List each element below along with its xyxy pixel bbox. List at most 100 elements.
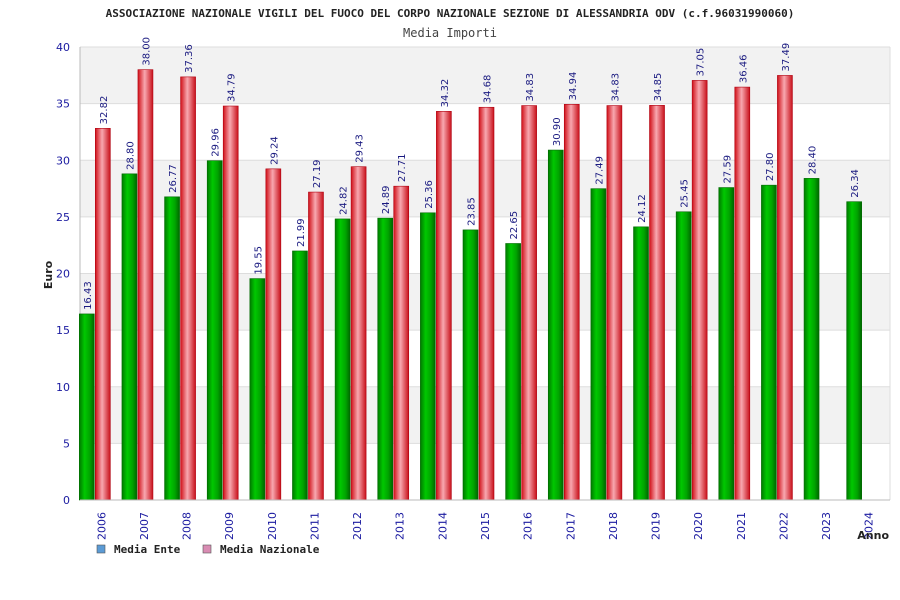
bar-nazionale bbox=[777, 75, 793, 501]
data-label: 22.65 bbox=[509, 211, 520, 240]
data-label: 30.90 bbox=[552, 117, 563, 146]
data-label: 26.34 bbox=[850, 169, 861, 198]
y-tick-label: 20 bbox=[56, 268, 70, 281]
bar-nazionale bbox=[478, 106, 495, 501]
data-label: 21.99 bbox=[296, 218, 307, 247]
x-tick-label: 2023 bbox=[820, 512, 833, 540]
x-tick-label: 2012 bbox=[351, 512, 364, 540]
data-label: 29.24 bbox=[269, 136, 280, 165]
data-label: 26.77 bbox=[168, 164, 179, 193]
x-tick-label: 2015 bbox=[479, 512, 492, 540]
legend-label: Media Nazionale bbox=[220, 543, 320, 556]
x-tick-label: 2016 bbox=[522, 512, 535, 540]
y-axis-label: Euro bbox=[42, 260, 55, 289]
data-label: 27.71 bbox=[397, 154, 408, 183]
bar-ente bbox=[547, 149, 564, 501]
bar-nazionale bbox=[350, 166, 367, 501]
x-tick-label: 2022 bbox=[777, 512, 790, 540]
bar-nazionale bbox=[606, 105, 623, 501]
x-tick-label: 2019 bbox=[650, 512, 663, 540]
bar-nazionale bbox=[521, 105, 537, 501]
plot-band bbox=[80, 47, 890, 104]
data-label: 38.00 bbox=[141, 37, 152, 66]
x-tick-label: 2011 bbox=[308, 512, 321, 540]
y-tick-label: 25 bbox=[56, 211, 70, 224]
chart-title: ASSOCIAZIONE NAZIONALE VIGILI DEL FUOCO … bbox=[106, 7, 795, 20]
x-tick-label: 2018 bbox=[607, 512, 620, 540]
bar-ente bbox=[675, 211, 692, 501]
bar-ente bbox=[164, 196, 180, 501]
data-label: 24.89 bbox=[381, 185, 392, 214]
bar-nazionale bbox=[137, 69, 154, 501]
bar-ente bbox=[249, 278, 266, 501]
data-label: 24.82 bbox=[339, 186, 350, 215]
data-label: 34.94 bbox=[568, 72, 579, 101]
bar-ente bbox=[505, 243, 521, 501]
bar-nazionale bbox=[222, 105, 239, 501]
data-label: 19.55 bbox=[253, 246, 264, 275]
data-label: 25.45 bbox=[680, 179, 691, 208]
legend-swatch bbox=[96, 544, 106, 554]
data-label: 34.83 bbox=[525, 73, 536, 102]
chart-subtitle: Media Importi bbox=[403, 26, 497, 40]
bar-nazionale bbox=[308, 191, 324, 501]
data-label: 25.36 bbox=[424, 180, 435, 209]
x-tick-label: 2010 bbox=[266, 512, 279, 540]
bar-nazionale bbox=[734, 86, 751, 501]
bar-ente bbox=[846, 201, 862, 501]
y-tick-label: 10 bbox=[56, 381, 70, 394]
data-label: 28.40 bbox=[808, 146, 819, 175]
legend-label: Media Ente bbox=[114, 543, 181, 556]
bar-nazionale bbox=[95, 128, 111, 501]
bar-ente bbox=[292, 250, 308, 501]
x-tick-label: 2006 bbox=[95, 512, 108, 540]
x-tick-label: 2021 bbox=[735, 512, 748, 540]
data-label: 34.32 bbox=[440, 79, 451, 108]
data-label: 23.85 bbox=[467, 197, 478, 226]
x-axis-label: Anno bbox=[857, 529, 889, 542]
bar-nazionale bbox=[265, 168, 282, 501]
y-tick-label: 5 bbox=[63, 437, 70, 450]
x-tick-label: 2007 bbox=[138, 512, 151, 540]
data-label: 34.68 bbox=[483, 75, 494, 104]
bar-ente bbox=[334, 218, 351, 501]
bars: 16.43 32.82 28.80 38.00 26.77 37.36 29.96 34.79… bbox=[79, 37, 890, 501]
y-tick-label: 0 bbox=[63, 494, 70, 507]
bar-nazionale bbox=[563, 104, 580, 501]
x-tick-label: 2013 bbox=[394, 512, 407, 540]
data-label: 32.82 bbox=[99, 96, 110, 125]
data-label: 29.43 bbox=[355, 134, 366, 163]
bar-nazionale bbox=[691, 80, 708, 501]
legend-swatch bbox=[202, 544, 212, 554]
bar-ente bbox=[590, 188, 607, 501]
bar-nazionale bbox=[393, 185, 410, 501]
legend: Media Ente Media Nazionale bbox=[96, 543, 320, 556]
y-axis: 0 5 10 15 20 25 30 35 40 bbox=[56, 41, 891, 507]
bar-ente bbox=[206, 160, 223, 501]
data-label: 27.49 bbox=[594, 156, 605, 185]
data-label: 29.96 bbox=[211, 128, 222, 157]
bar-ente bbox=[633, 226, 649, 501]
x-tick-label: 2008 bbox=[181, 512, 194, 540]
y-tick-label: 30 bbox=[56, 154, 70, 167]
bar-ente bbox=[761, 184, 777, 501]
data-label: 37.49 bbox=[781, 43, 792, 72]
data-label: 36.46 bbox=[738, 54, 749, 83]
bar-nazionale bbox=[436, 111, 452, 501]
data-label: 37.05 bbox=[696, 48, 707, 77]
bar-ente bbox=[377, 217, 394, 501]
x-tick-label: 2024 bbox=[863, 512, 876, 540]
data-label: 37.36 bbox=[184, 44, 195, 73]
y-tick-label: 35 bbox=[56, 98, 70, 111]
data-label: 27.80 bbox=[765, 153, 776, 182]
bar-ente bbox=[803, 178, 820, 501]
bar-ente bbox=[462, 229, 479, 501]
data-label: 34.85 bbox=[653, 73, 664, 102]
data-label: 24.12 bbox=[637, 194, 648, 223]
bar-ente bbox=[79, 313, 95, 501]
bar-ente bbox=[420, 212, 436, 501]
bar-ente bbox=[718, 187, 735, 501]
x-axis: 2006 2007 2008 2009 2010 2011 2012 2013 2014 2015… bbox=[95, 512, 875, 540]
data-label: 27.19 bbox=[312, 159, 323, 188]
